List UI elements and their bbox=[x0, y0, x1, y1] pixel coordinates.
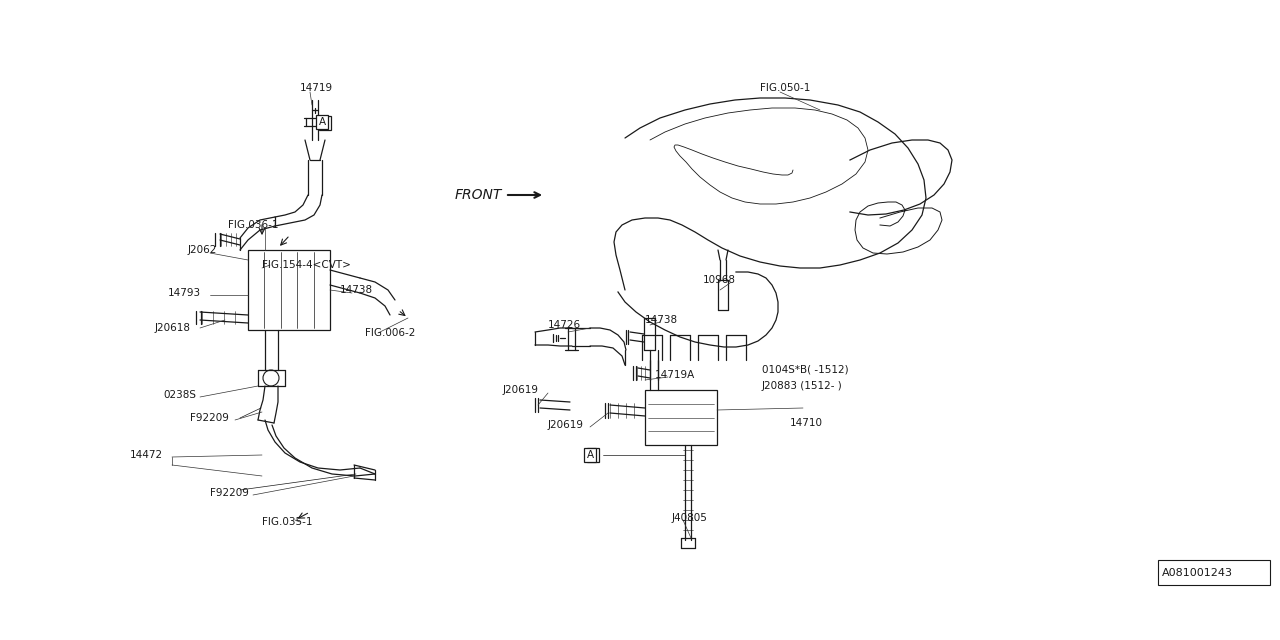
Text: 14726: 14726 bbox=[548, 320, 581, 330]
Text: F92209: F92209 bbox=[189, 413, 229, 423]
Text: 10968: 10968 bbox=[703, 275, 736, 285]
Text: FIG.154-4<CVT>: FIG.154-4<CVT> bbox=[262, 260, 351, 270]
Text: 14472: 14472 bbox=[131, 450, 163, 460]
Text: 0104S*B( -1512): 0104S*B( -1512) bbox=[762, 365, 849, 375]
Text: 14793: 14793 bbox=[168, 288, 201, 298]
Text: J40805: J40805 bbox=[672, 513, 708, 523]
Text: FIG.050-1: FIG.050-1 bbox=[760, 83, 810, 93]
Bar bbox=[645, 390, 717, 445]
Text: 14719: 14719 bbox=[300, 83, 333, 93]
Text: J20619: J20619 bbox=[503, 385, 539, 395]
Text: J20618: J20618 bbox=[155, 323, 191, 333]
Text: F92209: F92209 bbox=[210, 488, 248, 498]
Text: 14738: 14738 bbox=[340, 285, 374, 295]
Text: J20883 (1512- ): J20883 (1512- ) bbox=[762, 381, 842, 391]
Text: A081001243: A081001243 bbox=[1162, 568, 1233, 578]
Text: A: A bbox=[321, 118, 329, 128]
Text: A: A bbox=[319, 117, 325, 127]
Text: FIG.006-2: FIG.006-2 bbox=[365, 328, 416, 338]
Text: 14710: 14710 bbox=[790, 418, 823, 428]
Text: FIG.035-1: FIG.035-1 bbox=[262, 517, 312, 527]
Text: FRONT: FRONT bbox=[454, 188, 502, 202]
Bar bbox=[248, 250, 330, 330]
Text: FIG.036-1: FIG.036-1 bbox=[228, 220, 279, 230]
Text: J20619: J20619 bbox=[548, 420, 584, 430]
Text: A: A bbox=[589, 450, 596, 460]
Text: J2062: J2062 bbox=[188, 245, 218, 255]
Bar bbox=[1158, 560, 1270, 585]
Text: 0238S: 0238S bbox=[163, 390, 196, 400]
Text: 14738: 14738 bbox=[645, 315, 678, 325]
Text: A: A bbox=[586, 450, 594, 460]
Text: 14719A: 14719A bbox=[655, 370, 695, 380]
